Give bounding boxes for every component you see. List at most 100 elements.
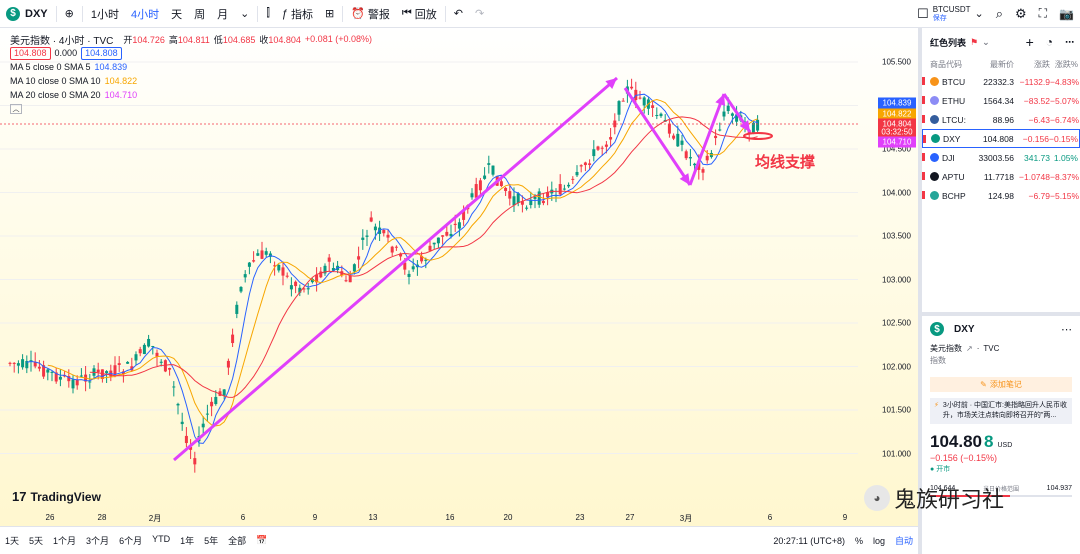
more-icon[interactable]: ⋯ [1065, 36, 1074, 47]
watchlist-row[interactable]: BTCU 22332.3 −1132.9 −4.83% [922, 72, 1080, 91]
candle-body [751, 122, 755, 134]
sell-price[interactable]: 104.808 [10, 46, 51, 60]
candle-body [583, 162, 587, 166]
watchlist-row[interactable]: APTU 11.7718 −1.0748 −8.37% [922, 167, 1080, 186]
undo-button[interactable]: ↶ [448, 0, 469, 28]
col-change[interactable]: 涨跌 [1034, 59, 1050, 69]
fullscreen-icon: ⛶ [1038, 6, 1048, 20]
range-button[interactable]: 5天 [29, 536, 44, 546]
price-tick: 103.000 [882, 275, 911, 284]
interval-dropdown[interactable]: ⌄ [234, 0, 255, 28]
interval-month[interactable]: 月 [217, 8, 229, 21]
candle-body [714, 135, 718, 139]
symbol-logo-icon [930, 172, 939, 181]
col-change-pct[interactable]: 涨跌% [1054, 59, 1078, 69]
candle-body [205, 413, 209, 415]
auto-toggle[interactable]: 自动 [894, 536, 913, 546]
percent-toggle[interactable]: % [854, 535, 863, 546]
detail-price: 104.80 [930, 432, 982, 451]
watchlist-row[interactable]: BCHP 124.98 −6.79 −5.15% [922, 186, 1080, 205]
range-button[interactable]: 1年 [180, 536, 195, 546]
watchlist-title[interactable]: 红色列表 [930, 37, 967, 48]
candle-body [655, 115, 659, 117]
price-chart[interactable] [0, 28, 858, 510]
candle-body [537, 191, 541, 205]
bottom-toolbar: 1天 5天 1个月 3个月 6个月 YTD 1年 5年 全部 📅 20:27:11 (UTC+8… [0, 526, 918, 554]
watchlist-row[interactable]: DXY 104.808 −0.156 −0.15% [922, 129, 1080, 148]
interval-4h[interactable]: 4小时 [130, 8, 160, 21]
price-label: 03:32:50 [878, 126, 916, 138]
log-toggle[interactable]: log [872, 535, 885, 546]
wl-price: 33003.56 [978, 152, 1014, 163]
candle-body [693, 163, 697, 166]
add-note-button[interactable]: ✎ 添加笔记 [930, 377, 1072, 392]
interval-week[interactable]: 周 [194, 8, 206, 21]
col-symbol[interactable]: 商品代码 [930, 59, 962, 69]
candle-body [525, 207, 529, 209]
compare-button[interactable]: ⊕ [59, 0, 80, 28]
candle-body [285, 275, 289, 277]
candle-body [189, 446, 193, 450]
layout-chart-icon[interactable]: ◔ [1045, 35, 1053, 49]
ma5-value: 104.839 [94, 62, 128, 72]
clock[interactable]: 20:27:11 (UTC+8) [773, 535, 845, 546]
watchlist-row[interactable]: ETHU 1564.34 −83.52 −5.07% [922, 91, 1080, 110]
alerts-button[interactable]: ⏰ 警报 [345, 0, 396, 28]
candle-body [684, 151, 688, 159]
chevron-down-icon[interactable]: ⌄ [982, 36, 990, 47]
detail-name: 美元指数 [930, 344, 962, 353]
trend-arrow [623, 87, 692, 186]
time-axis[interactable]: 26 28 2月 6 9 13 16 20 23 27 3月 6 9 [0, 510, 858, 526]
price-tick: 105.500 [882, 57, 911, 67]
chart-type-button[interactable]: ⫿ [260, 0, 276, 28]
range-button[interactable]: 1个月 [53, 536, 77, 546]
col-last[interactable]: 最新价 [990, 59, 1014, 69]
layout-select[interactable]: ☐ BTCUSDT 保存 ⌄ [911, 0, 990, 28]
range-button[interactable]: 全部 [228, 536, 247, 546]
candle-body [373, 226, 377, 231]
candle-body [600, 147, 604, 149]
range-button[interactable]: YTD [152, 534, 171, 544]
layouts-button[interactable]: ⊞ [319, 0, 340, 28]
candle-body [499, 181, 503, 187]
range-button[interactable]: 6个月 [119, 536, 143, 546]
interval-1h[interactable]: 1小时 [90, 8, 119, 21]
news-item[interactable]: ⚡ 3小时前 · 中国汇市:美指略回升人民币收升，市场关注点转向即将召开的"两.… [930, 398, 1072, 424]
watchlist-row[interactable]: LTCU: 88.96 −6.43 −6.74% [922, 110, 1080, 129]
symbol-selector[interactable]: $ DXY [0, 0, 54, 28]
redo-button[interactable]: ↷ [469, 0, 490, 28]
indicators-button[interactable]: ƒ 指标 [276, 0, 319, 28]
wl-change: −83.52 [1023, 95, 1050, 106]
settings-button[interactable]: ⚙ [1009, 0, 1033, 28]
external-link-icon[interactable]: ↗ [966, 344, 973, 353]
candle-body [424, 259, 428, 261]
search-button[interactable]: ⌕ [990, 0, 1009, 28]
candle-body [667, 123, 671, 134]
range-button[interactable]: 5年 [204, 536, 219, 546]
goto-date-button[interactable]: 📅 [251, 535, 272, 546]
range-button[interactable]: 3个月 [86, 536, 110, 546]
candle-body [588, 163, 592, 165]
candle-body [621, 100, 625, 102]
interval-day[interactable]: 天 [171, 8, 183, 21]
candle-body [79, 375, 83, 377]
replay-button[interactable]: ⏮ 回放 [396, 0, 443, 28]
candle-body [315, 274, 319, 283]
fullscreen-button[interactable]: ⛶ [1033, 0, 1053, 28]
watchlist-row[interactable]: DJI 33003.56 341.73 1.05% [922, 148, 1080, 167]
candle-body [201, 423, 205, 428]
lightning-icon: ⚡ [934, 402, 939, 409]
snapshot-button[interactable]: 📷 [1053, 0, 1080, 28]
add-symbol-icon[interactable]: + [1025, 34, 1034, 50]
range-button[interactable]: 1天 [5, 536, 20, 546]
wl-change: −1132.9 [1019, 76, 1050, 87]
collapse-legend-icon[interactable]: ︿ [10, 104, 22, 114]
price-axis[interactable]: 105.500105.000104.500104.000103.500103.0… [858, 28, 918, 526]
tradingview-logo: 17 TradingView [12, 489, 101, 504]
buy-price[interactable]: 104.808 [81, 46, 122, 60]
more-icon[interactable]: ⋯ [1061, 323, 1072, 336]
candle-body [306, 288, 310, 290]
detail-currency: USD [997, 442, 1013, 449]
chart-pane[interactable]: 美元指数 · 4小时 · TVC 开104.726 高104.811 低104.… [0, 28, 918, 526]
wl-symbol: APTU [942, 171, 965, 182]
